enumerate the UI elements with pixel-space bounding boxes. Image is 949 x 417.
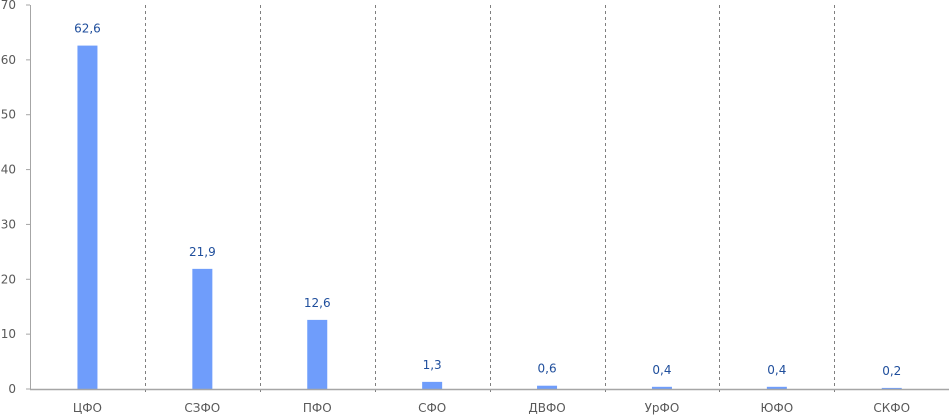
x-category-label: СФО	[418, 401, 446, 415]
x-category-label: УрФО	[645, 401, 680, 415]
y-tick-label: 40	[1, 163, 16, 177]
data-label: 0,4	[652, 363, 671, 377]
x-category-label: ЦФО	[73, 401, 102, 415]
y-tick-label: 50	[1, 108, 16, 122]
bar-ПФО	[307, 319, 328, 389]
y-tick-label: 20	[1, 272, 16, 286]
y-tick-label: 30	[1, 217, 16, 231]
x-category-label: ЮФО	[760, 401, 793, 415]
data-label: 1,3	[423, 358, 442, 372]
data-label: 0,2	[882, 364, 901, 378]
data-label: 62,6	[74, 22, 101, 36]
x-category-label: ДВФО	[528, 401, 565, 415]
bar-ДВФО	[537, 385, 558, 389]
x-category-label: СЗФО	[184, 401, 220, 415]
data-label: 0,4	[767, 363, 786, 377]
data-label: 0,6	[538, 362, 557, 376]
bar-СЗФО	[192, 268, 213, 389]
bar-ЮФО	[766, 386, 787, 389]
bar-ЦФО	[77, 45, 98, 389]
y-tick-label: 10	[1, 327, 16, 341]
y-tick-label: 70	[1, 0, 16, 12]
x-category-label: СКФО	[873, 401, 910, 415]
data-label: 12,6	[304, 296, 331, 310]
x-category-label: ПФО	[303, 401, 332, 415]
bar-СКФО	[881, 387, 902, 389]
bar-СФО	[422, 381, 443, 389]
data-label: 21,9	[189, 245, 216, 259]
y-tick-label: 60	[1, 53, 16, 67]
y-tick-label: 0	[8, 382, 16, 396]
bar-УрФО	[651, 386, 672, 389]
